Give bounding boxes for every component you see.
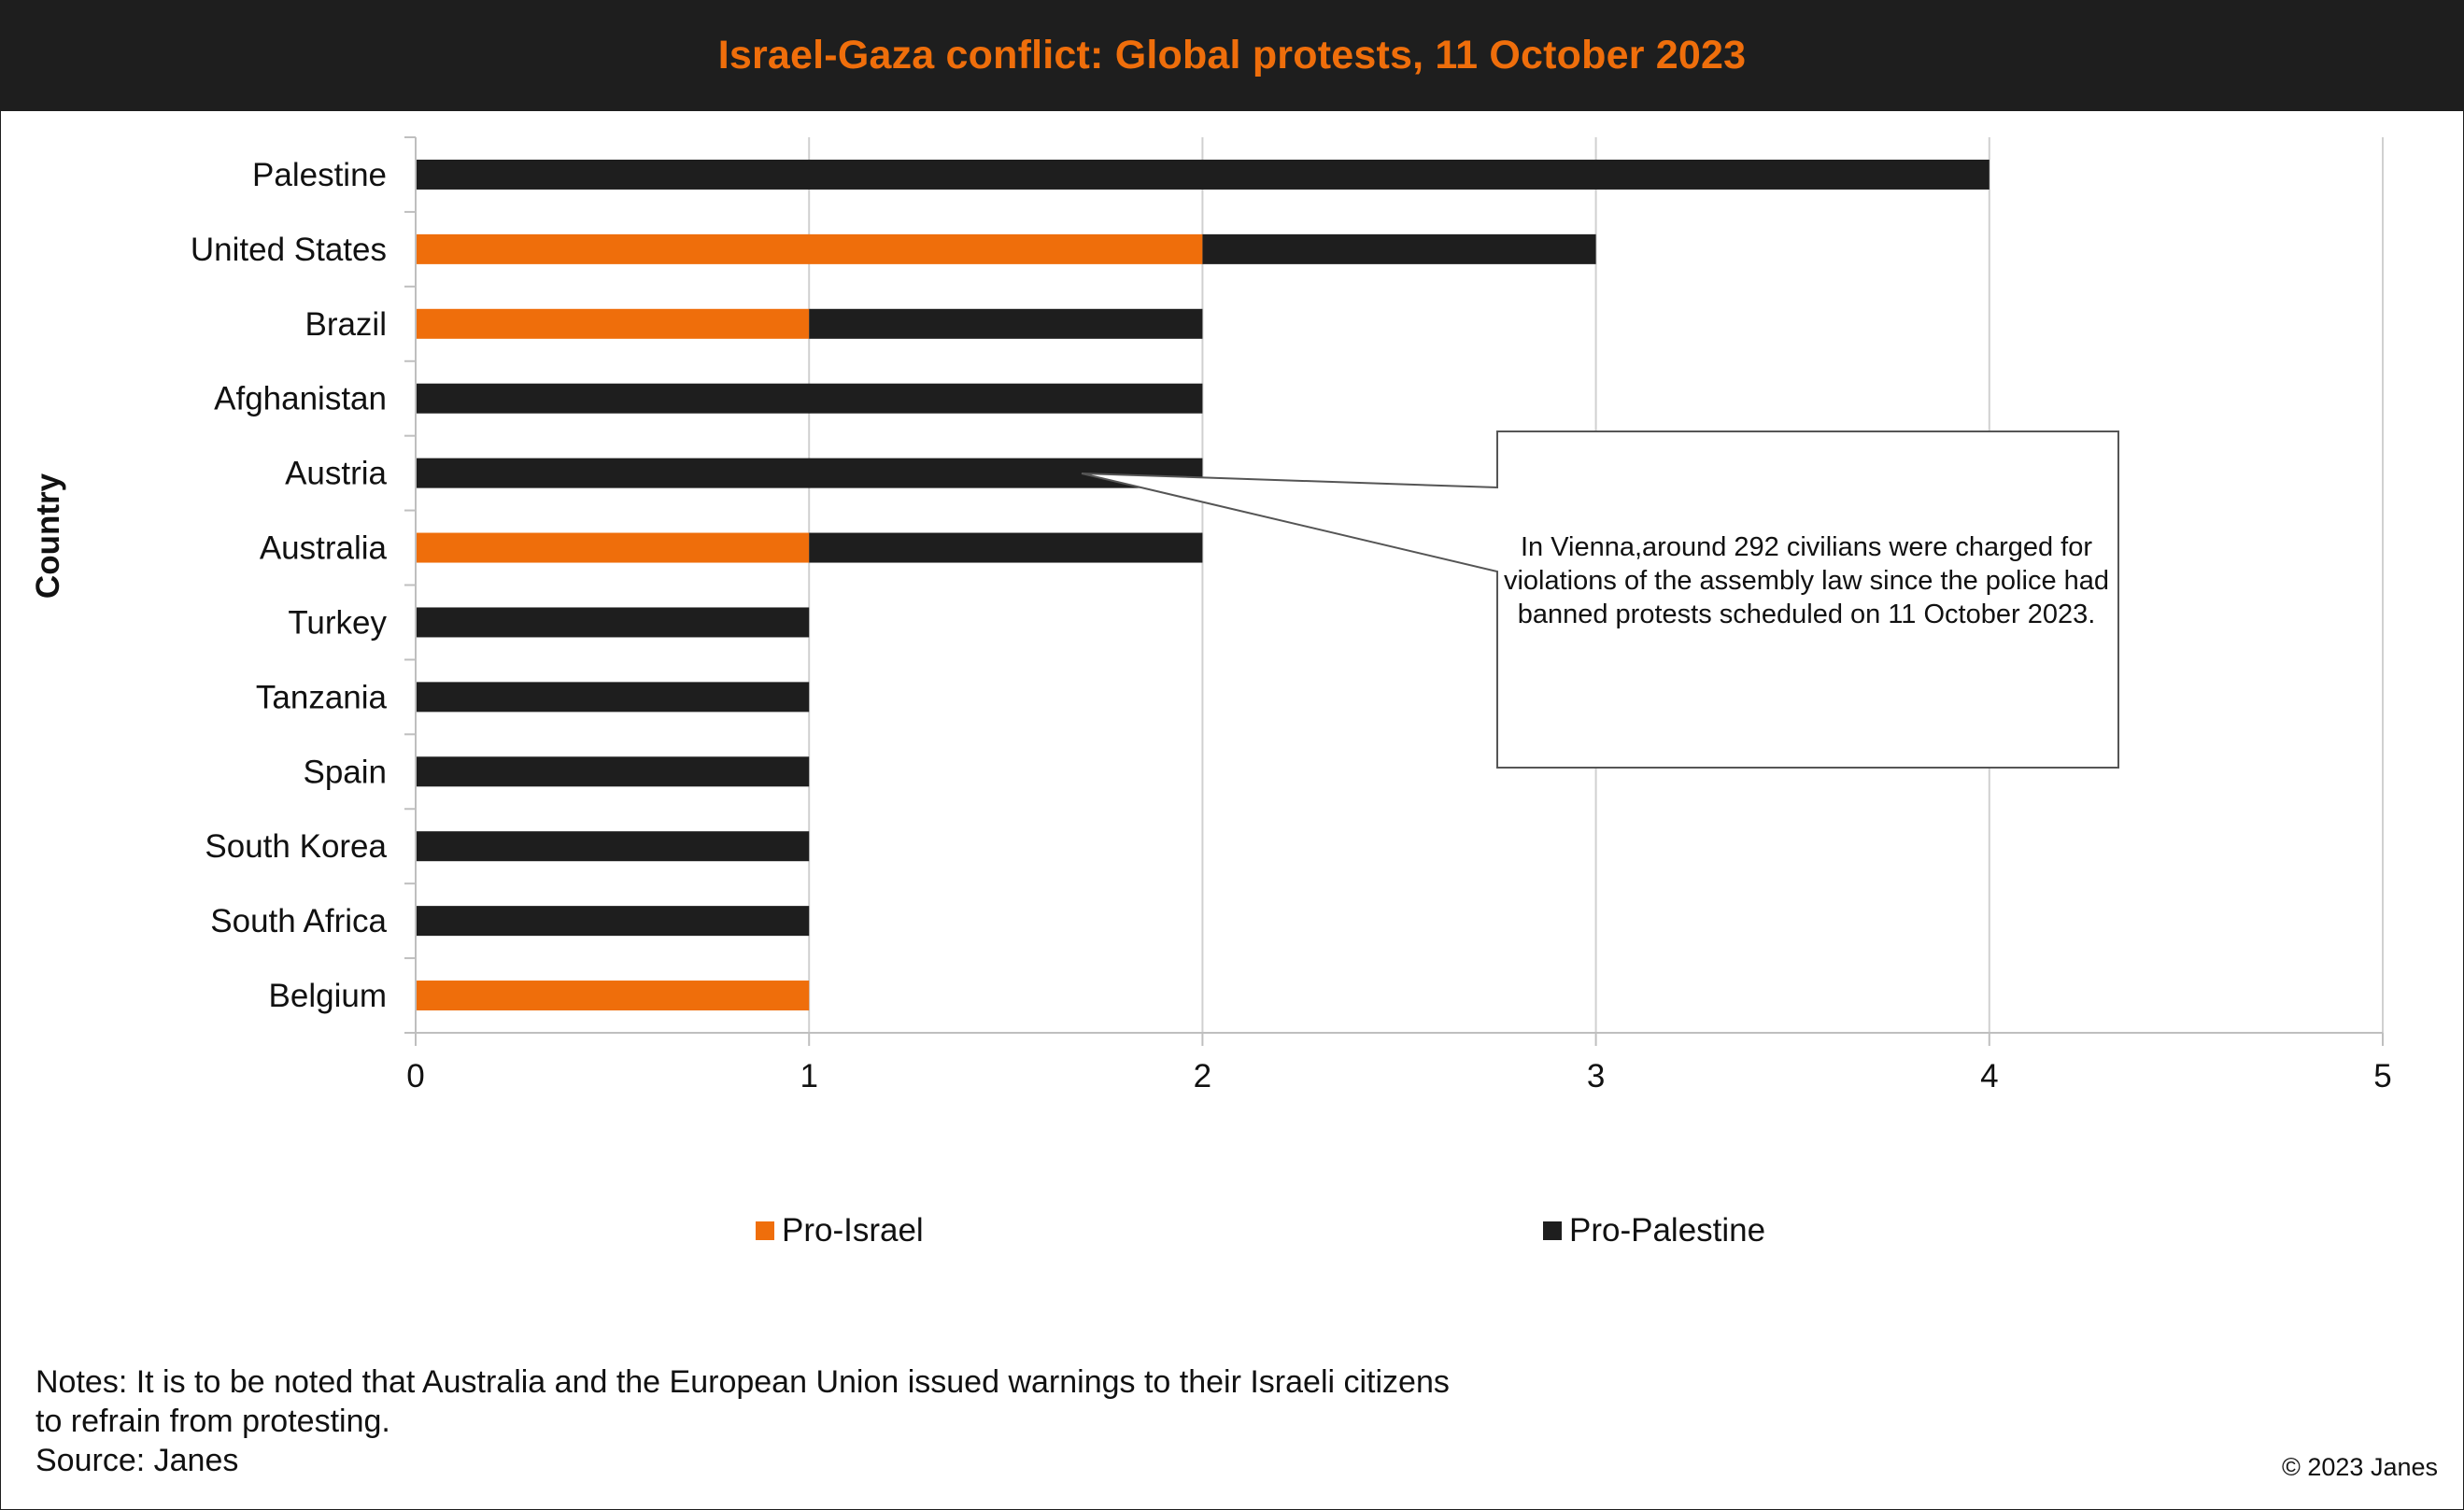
x-tick-label: 0 [406, 1058, 424, 1094]
bar-pro-palestine [416, 383, 1203, 414]
x-tick-label: 4 [1980, 1058, 1998, 1094]
legend-label-pro-israel: Pro-Israel [782, 1212, 924, 1249]
legend-item-pro-israel: Pro-Israel [756, 1212, 924, 1249]
bar-pro-palestine [809, 532, 1203, 563]
callout [1081, 430, 2119, 769]
category-label: Tanzania [256, 679, 388, 715]
x-tick-label: 1 [800, 1058, 817, 1094]
category-label: Belgium [269, 978, 387, 1014]
bar-pro-palestine [416, 682, 810, 713]
title-bar: Israel-Gaza conflict: Global protests, 1… [0, 0, 2464, 111]
legend: Pro-Israel Pro-Palestine [0, 1212, 2464, 1259]
x-tick-label: 5 [2373, 1058, 2391, 1094]
x-tick-label: 3 [1587, 1058, 1605, 1094]
bar-pro-israel [416, 233, 1203, 264]
notes-line: Notes: It is to be noted that Australia … [35, 1364, 1450, 1400]
category-label: South Africa [210, 903, 387, 939]
bar-pro-israel [416, 308, 810, 339]
category-label: Afghanistan [214, 381, 387, 417]
legend-swatch-pro-palestine [1543, 1221, 1562, 1240]
category-label: Palestine [252, 157, 387, 193]
category-label: Australia [260, 530, 388, 567]
bar-pro-palestine [1202, 233, 1596, 264]
bar-pro-israel [416, 981, 810, 1011]
category-label: United States [191, 232, 387, 268]
notes: Notes: It is to be noted that Australia … [35, 1362, 1450, 1480]
y-axis-title: Country [30, 473, 66, 599]
category-label: Austria [285, 456, 387, 492]
callout-box [1081, 430, 2119, 769]
source-line: Source: Janes [35, 1443, 239, 1478]
bar-pro-palestine [416, 831, 810, 862]
category-label: Turkey [288, 604, 387, 641]
bar-pro-palestine [416, 756, 810, 787]
bar-pro-palestine [416, 458, 1203, 488]
category-label: South Korea [205, 828, 387, 865]
legend-label-pro-palestine: Pro-Palestine [1569, 1212, 1766, 1249]
bars [416, 159, 1990, 1011]
bar-pro-palestine [416, 906, 810, 937]
notes-line: to refrain from protesting. [35, 1404, 390, 1439]
legend-swatch-pro-israel [756, 1221, 774, 1240]
bar-pro-israel [416, 532, 810, 563]
legend-item-pro-palestine: Pro-Palestine [1543, 1212, 1765, 1249]
chart-title: Israel-Gaza conflict: Global protests, 1… [717, 33, 1747, 78]
category-label: Brazil [304, 306, 387, 343]
category-label: Spain [303, 754, 387, 790]
axes [404, 136, 2384, 1046]
callout-text: In Vienna,around 292 civilians were char… [1503, 532, 2110, 629]
labels: 0 1 2 3 4 5 Palestine United States Brazil Afghan… [30, 157, 2392, 1094]
copyright: © 2023 Janes [2281, 1453, 2438, 1481]
bar-pro-palestine [416, 607, 810, 638]
x-tick-label: 2 [1194, 1058, 1211, 1094]
bar-pro-palestine [809, 308, 1203, 339]
bar-pro-palestine [416, 159, 1990, 190]
